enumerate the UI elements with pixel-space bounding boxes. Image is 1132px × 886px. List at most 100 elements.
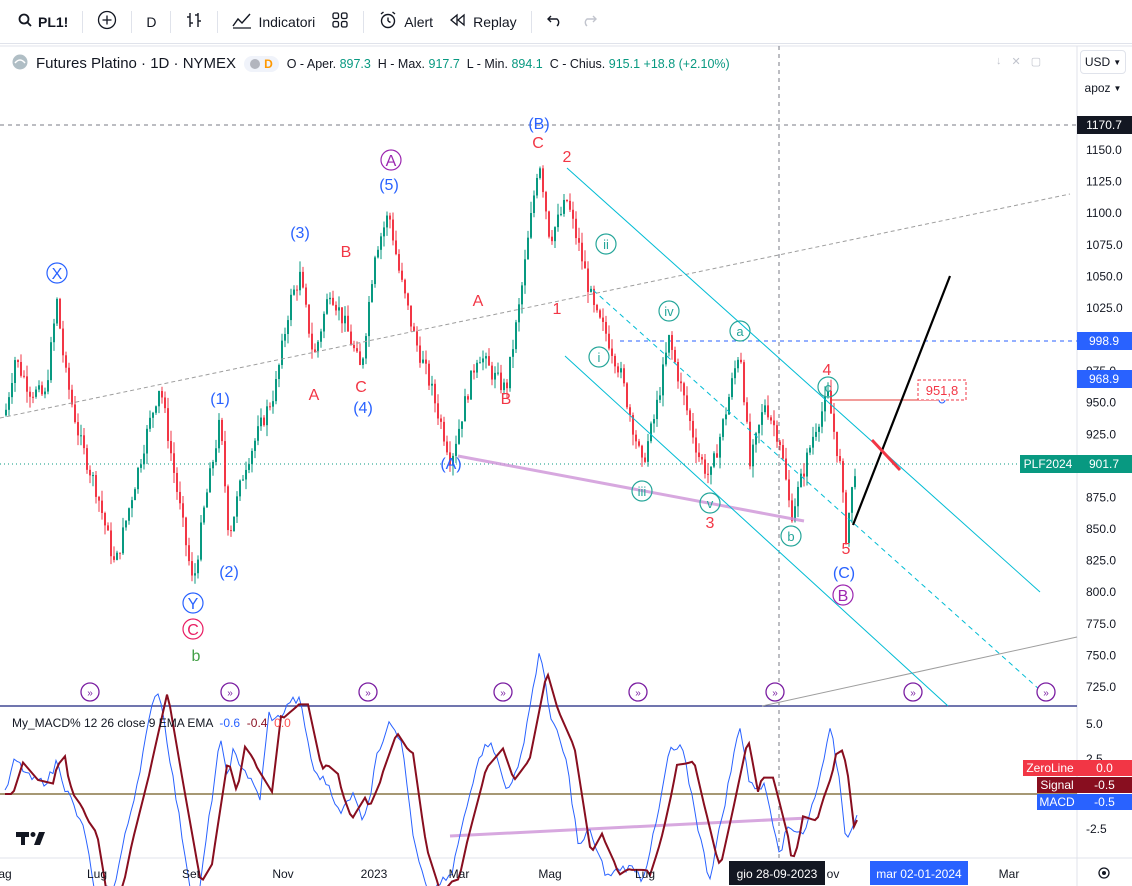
candle-body bbox=[845, 492, 847, 543]
compare-button[interactable] bbox=[89, 6, 125, 38]
candle-body bbox=[575, 218, 577, 239]
candle-body bbox=[494, 372, 496, 380]
candle-body bbox=[389, 215, 391, 220]
candle-body bbox=[308, 304, 310, 334]
candle-body bbox=[638, 441, 640, 446]
candle-body bbox=[779, 441, 781, 446]
close-icon[interactable]: ✕ bbox=[1011, 56, 1021, 68]
event-marker-icon[interactable] bbox=[220, 682, 240, 702]
event-marker-icon[interactable] bbox=[765, 682, 785, 702]
target-label-box[interactable] bbox=[917, 379, 967, 401]
event-marker-icon[interactable] bbox=[358, 682, 378, 702]
price-scale[interactable]: 1150.01125.01100.01075.01050.01025.0975.… bbox=[1086, 143, 1123, 694]
low-value: 894.1 bbox=[511, 56, 543, 71]
candle-body bbox=[410, 305, 412, 327]
candle-body bbox=[248, 464, 250, 470]
gear-icon[interactable] bbox=[1098, 867, 1110, 879]
chart-title[interactable]: Futures Platino · 1D · NYMEX bbox=[36, 55, 237, 72]
candle-body bbox=[188, 545, 190, 562]
candle-body bbox=[590, 288, 592, 292]
candle-body bbox=[335, 304, 337, 311]
delay-badge: D bbox=[264, 56, 273, 71]
interval-button[interactable]: D bbox=[138, 6, 164, 38]
time-axis[interactable]: ag Lug Set Nov 2023 Mar Mag Lug ov Mar bbox=[0, 867, 1019, 881]
candle-body bbox=[77, 422, 79, 436]
event-marker-icon[interactable] bbox=[80, 682, 100, 702]
event-marker-glyph: » bbox=[1043, 688, 1049, 699]
crosshair-date-tag bbox=[729, 861, 825, 885]
signal-value: -0.5 bbox=[1094, 778, 1115, 792]
candle-body bbox=[716, 453, 718, 458]
candle-body bbox=[518, 304, 520, 323]
alert-button[interactable]: Alert bbox=[370, 6, 441, 38]
candle-body bbox=[533, 195, 535, 214]
arrow-down-icon[interactable]: ↓ bbox=[996, 55, 1002, 67]
undo-button[interactable] bbox=[538, 6, 572, 38]
market-status-pill[interactable]: D bbox=[244, 55, 279, 72]
candle-body bbox=[293, 289, 295, 295]
wave-1: (1) bbox=[210, 391, 230, 408]
candle-body bbox=[377, 249, 379, 258]
candle-body bbox=[803, 473, 805, 477]
candle-body bbox=[824, 395, 826, 412]
level-968-tag bbox=[1077, 370, 1132, 388]
redo-button[interactable] bbox=[572, 6, 606, 38]
high-price-tag-text: 1170.7 bbox=[1086, 118, 1122, 132]
candle-body bbox=[215, 448, 217, 462]
candle-body bbox=[641, 445, 643, 458]
candle-body bbox=[32, 396, 34, 398]
time-label: ag bbox=[0, 867, 12, 881]
candle-body bbox=[92, 475, 94, 477]
symbol-search[interactable]: PL1! bbox=[10, 6, 76, 38]
currency-selector[interactable]: USD ▼ bbox=[1080, 50, 1126, 74]
candle-body bbox=[236, 496, 238, 517]
candle-body bbox=[401, 270, 403, 280]
event-marker-icon[interactable] bbox=[903, 682, 923, 702]
candle-body bbox=[719, 436, 721, 458]
replay-button[interactable]: Replay bbox=[441, 6, 525, 38]
event-marker-icon[interactable] bbox=[1036, 682, 1056, 702]
scale-mode-selector[interactable]: apoz ▼ bbox=[1080, 78, 1126, 98]
chart-type-button[interactable] bbox=[177, 6, 211, 38]
selected-date-text: mar 02-01-2024 bbox=[876, 867, 962, 881]
candle-body bbox=[434, 383, 436, 404]
candle-body bbox=[62, 328, 64, 356]
zeroline-label-tag: ZeroLine bbox=[1023, 760, 1077, 776]
candle-body bbox=[98, 496, 100, 501]
templates-button[interactable] bbox=[323, 6, 357, 38]
candle-body bbox=[194, 573, 196, 576]
candle-body bbox=[185, 517, 187, 546]
candle-body bbox=[479, 362, 481, 364]
candle-body bbox=[68, 367, 70, 390]
candle-body bbox=[701, 457, 703, 460]
candle-body bbox=[665, 352, 667, 365]
wave-Y: Y bbox=[188, 596, 199, 613]
macd-title[interactable]: My_MACD% 12 26 close 9 EMA EMA bbox=[12, 716, 213, 730]
candle-body bbox=[323, 313, 325, 332]
candle-body bbox=[278, 364, 280, 380]
bars-icon bbox=[185, 11, 203, 32]
candle-body bbox=[125, 520, 127, 528]
indicators-icon bbox=[232, 11, 252, 32]
candle-body bbox=[326, 299, 328, 314]
price-tick: 825.0 bbox=[1086, 554, 1116, 568]
channel-middle bbox=[592, 289, 1041, 691]
maximize-icon[interactable]: ▢ bbox=[1030, 56, 1042, 68]
wave-B-red: B bbox=[341, 244, 352, 261]
wave-b-green: b bbox=[192, 648, 201, 665]
symbol-logo bbox=[12, 54, 28, 73]
event-marker-icon[interactable] bbox=[628, 682, 648, 702]
candle-body bbox=[266, 406, 268, 426]
event-marker-icon[interactable] bbox=[493, 682, 513, 702]
macd-label-tag: MACD bbox=[1037, 794, 1077, 810]
level-998-tag bbox=[1077, 332, 1132, 350]
low-label: L - Min. bbox=[466, 56, 508, 71]
candle-body bbox=[167, 408, 169, 442]
macd-tick: 5.0 bbox=[1086, 717, 1103, 731]
candle-body bbox=[89, 469, 91, 476]
event-marker-glyph: » bbox=[365, 688, 371, 699]
indicators-button[interactable]: Indicatori bbox=[224, 6, 323, 38]
signal-label-tag: Signal bbox=[1037, 777, 1077, 793]
candle-body bbox=[623, 368, 625, 384]
